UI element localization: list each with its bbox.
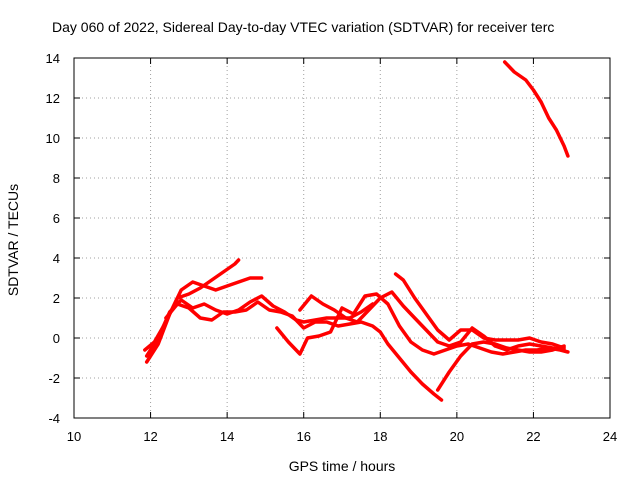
x-tick-label: 14 [220,429,234,444]
y-axis-label: SDTVAR / TECUs [5,184,21,296]
series-line-sat-h [435,340,566,392]
x-tick-label: 12 [143,429,157,444]
chart-title: Day 060 of 2022, Sidereal Day-to-day VTE… [52,19,554,35]
ticks [73,57,611,419]
y-tick-label: 14 [46,51,60,66]
x-tick-label: 16 [296,429,310,444]
series-line-sat-g [393,272,566,350]
series-line-sat-i [502,60,570,158]
y-tick-label: 2 [53,291,60,306]
y-tick-label: 0 [53,331,60,346]
y-tick-label: -4 [48,411,60,426]
x-axis-label: GPS time / hours [289,458,396,474]
y-tick-label: 4 [53,251,60,266]
series-group [143,60,570,402]
series-line-sat-c [144,294,375,358]
x-tick-label: 18 [373,429,387,444]
x-tick-label: 20 [450,429,464,444]
y-tick-label: -2 [48,371,60,386]
x-tick-label: 10 [67,429,81,444]
x-tick-label: 22 [526,429,540,444]
grid [74,58,610,418]
x-tick-label: 24 [603,429,617,444]
series-line-sat-f [298,290,566,352]
y-tick-label: 8 [53,171,60,186]
series-line-sat-d [164,300,444,402]
y-tick-label: 12 [46,91,60,106]
y-tick-label: 6 [53,211,60,226]
plot-frame [73,57,611,419]
y-tick-label: 10 [46,131,60,146]
